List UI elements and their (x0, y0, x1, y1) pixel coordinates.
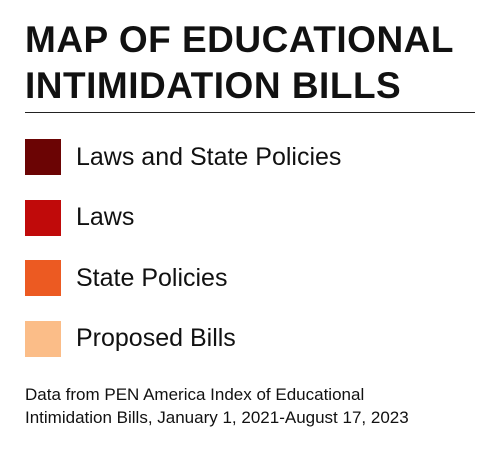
legend-item: Proposed Bills (25, 320, 236, 358)
source-note: Intimidation Bills, January 1, 2021-Augu… (25, 408, 409, 427)
legend-label: State Policies (76, 263, 228, 292)
legend-label: Laws and State Policies (76, 142, 342, 171)
legend-label: Laws (76, 203, 135, 231)
legend-item: Laws and State Policies (25, 138, 341, 176)
divider (25, 112, 475, 113)
legend-swatch (25, 320, 61, 357)
title: MAP OF EDUCATIONAL (25, 19, 455, 60)
legend-swatch (25, 260, 61, 296)
title: INTIMIDATION BILLS (25, 65, 402, 106)
source-note: Data from PEN America Index of Education… (25, 385, 365, 404)
legend-item: State Policies (25, 259, 227, 297)
legend-swatch (25, 139, 61, 175)
legend-label: Proposed Bills (76, 324, 236, 352)
legend-swatch (25, 199, 61, 236)
legend-item: Laws (25, 199, 134, 237)
